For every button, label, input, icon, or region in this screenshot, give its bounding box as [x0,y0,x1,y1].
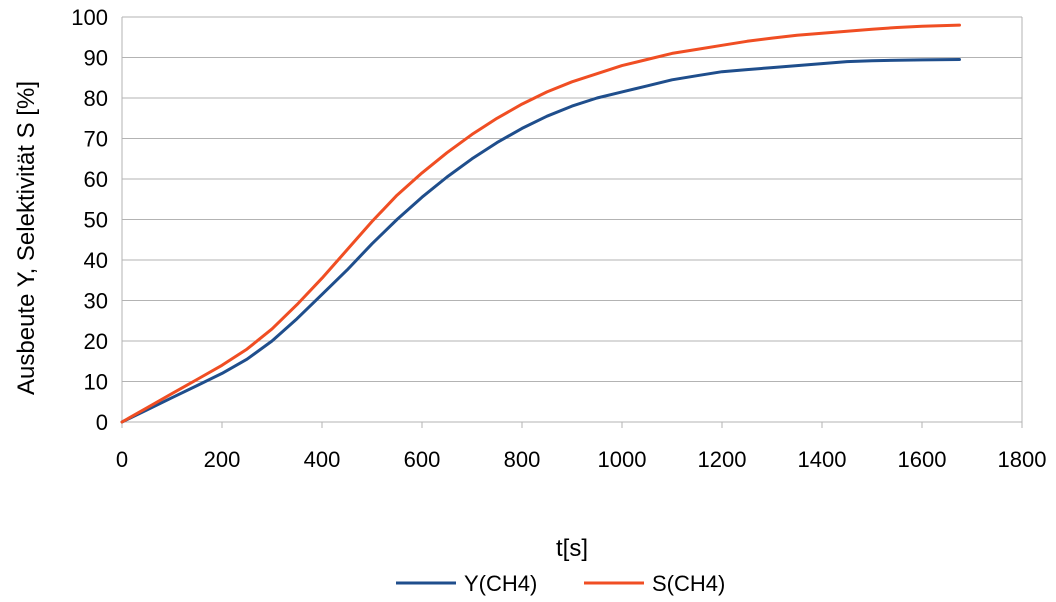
x-tick-label: 600 [404,447,441,472]
y-tick-labels: 0 10 20 30 40 50 60 70 80 90 100 [71,5,108,435]
x-tick-label: 1400 [798,447,847,472]
y-tick-label: 0 [96,410,108,435]
x-axis-label: t[s] [556,535,588,562]
y-tick-label: 20 [84,329,108,354]
y-axis-label: Ausbeute Y, Selektivität S [%] [13,81,40,395]
x-tick-labels: 0 200 400 600 800 1000 1200 1400 1600 1800 [116,447,1047,472]
series-line-y-ch4 [120,58,961,424]
y-tick-label: 90 [84,46,108,71]
y-tick-label: 60 [84,167,108,192]
y-tick-label: 30 [84,289,108,314]
x-tick-label: 800 [504,447,541,472]
x-tick-label: 0 [116,447,128,472]
y-tick-label: 40 [84,248,108,273]
series-line-s-ch4 [120,23,961,424]
y-tick-label: 100 [71,5,108,30]
x-tick-label: 1000 [598,447,647,472]
y-tick-label: 80 [84,86,108,111]
x-tick-label: 1200 [698,447,747,472]
series-lines [120,23,961,424]
y-tick-label: 10 [84,370,108,395]
y-tick-label: 50 [84,208,108,233]
legend-label: Y(CH4) [464,571,537,596]
grid-lines [122,16,1022,423]
axes [121,17,1023,428]
x-tick-label: 200 [204,447,241,472]
legend-label: S(CH4) [652,571,725,596]
x-tick-label: 1800 [998,447,1047,472]
y-tick-label: 70 [84,127,108,152]
legend: Y(CH4) S(CH4) [396,571,725,596]
x-tick-label: 1600 [898,447,947,472]
x-tick-label: 400 [304,447,341,472]
